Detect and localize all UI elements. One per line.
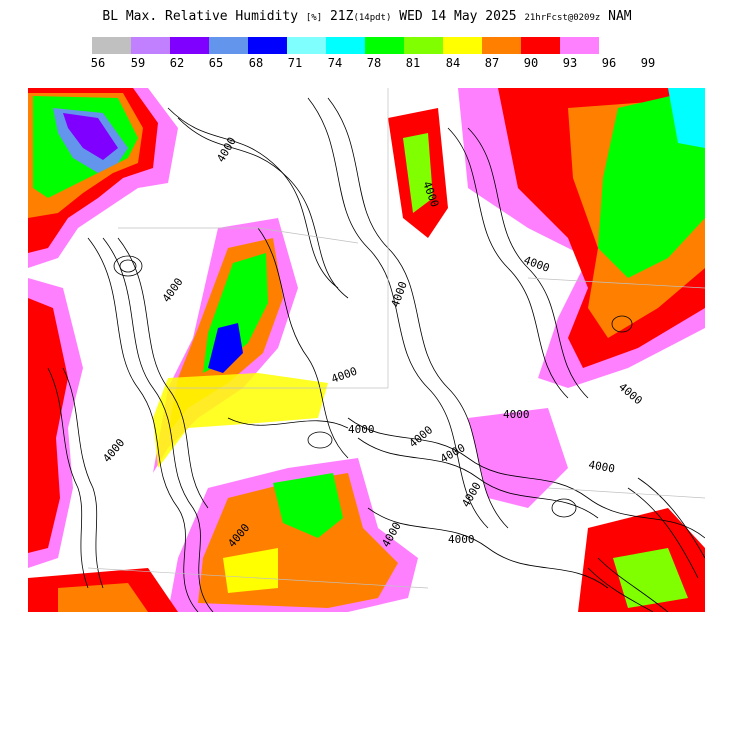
terrain-contour — [307, 97, 489, 529]
title-valid: 21Z — [329, 9, 354, 24]
rh-area-southeast-green — [613, 548, 688, 608]
legend-tick-label: 81 — [405, 56, 421, 70]
terrain-contour — [467, 127, 589, 399]
legend-tick-label: 84 — [445, 56, 461, 70]
legend-swatch — [92, 37, 131, 54]
legend-tick-label: 68 — [248, 56, 264, 70]
terrain-contour — [307, 431, 333, 449]
title-local: (14pdt) — [353, 13, 392, 23]
terrain-contour — [62, 367, 104, 589]
humidity-map: 4000 4000 4000 4000 4000 4000 4000 4000 4000 4000… — [28, 88, 705, 612]
rh-area-central-blue — [208, 323, 243, 373]
contour-label: 4000 — [587, 458, 615, 475]
contour-label: 4000 — [503, 408, 530, 421]
legend-swatch — [326, 37, 365, 54]
title-main: BL Max. Relative Humidity — [102, 9, 299, 24]
terrain-contour — [347, 417, 705, 539]
title-forecast: 21hrFcst@0209z — [524, 13, 601, 23]
legend-tick-label: 96 — [601, 56, 617, 70]
rh-area-band — [153, 373, 328, 468]
legend-tick-label: 87 — [484, 56, 500, 70]
legend-tick-label: 62 — [169, 56, 185, 70]
contour-label: 4000 — [448, 533, 475, 546]
terrain-contour — [367, 507, 609, 589]
legend-tick-label: 78 — [366, 56, 382, 70]
legend-swatch — [404, 37, 443, 54]
legend-tick-labels: 56 59 62 65 68 71 74 78 81 84 87 90 93 96 99 — [0, 56, 734, 70]
contour-label: 4000 — [348, 423, 375, 436]
title-units: [%] — [305, 13, 323, 23]
legend-swatch — [170, 37, 209, 54]
color-legend — [92, 37, 599, 54]
rh-area-southwest-orange — [58, 583, 148, 612]
rh-area-east-center — [468, 408, 568, 508]
terrain-contour — [327, 97, 509, 529]
legend-swatch — [521, 37, 560, 54]
terrain-contour — [257, 227, 349, 459]
terrain-contour — [119, 259, 137, 273]
legend-swatch — [443, 37, 482, 54]
legend-swatch — [209, 37, 248, 54]
terrain-contour — [113, 255, 143, 277]
state-border — [87, 567, 429, 589]
terrain-contour — [627, 477, 705, 579]
terrain-contour — [117, 237, 209, 509]
terrain-contour-layer — [47, 97, 705, 612]
legend-swatch — [560, 37, 599, 54]
title-date: WED 14 May 2025 — [399, 9, 517, 24]
state-border — [547, 487, 705, 499]
legend-swatch — [287, 37, 326, 54]
rh-area-northeast-cyan — [668, 88, 705, 148]
terrain-contour — [611, 315, 633, 333]
legend-swatch — [482, 37, 521, 54]
legend-tick-label: 71 — [287, 56, 303, 70]
terrain-contour — [447, 127, 569, 399]
terrain-contour — [227, 417, 349, 429]
legend-tick-label: 65 — [208, 56, 224, 70]
legend-tick-label: 90 — [523, 56, 539, 70]
legend-swatch — [248, 37, 287, 54]
rh-area-south-yellow — [223, 548, 278, 593]
legend-tick-label: 74 — [327, 56, 343, 70]
terrain-contour — [357, 437, 599, 519]
legend-swatch — [365, 37, 404, 54]
state-border — [527, 277, 705, 289]
chart-title: BL Max. Relative Humidity [%] 21Z(14pdt)… — [0, 9, 734, 24]
terrain-contour — [102, 237, 214, 612]
rh-area-south-green — [273, 473, 343, 538]
rh-area-northwest-purple — [63, 113, 118, 160]
legend-swatch — [131, 37, 170, 54]
terrain-contour — [551, 498, 577, 518]
humidity-fill-layer — [28, 88, 705, 612]
terrain-contour — [177, 117, 349, 299]
terrain-contour — [47, 367, 89, 589]
legend-tick-label: 99 — [640, 56, 656, 70]
terrain-contour — [167, 107, 339, 289]
title-model: NAM — [608, 9, 632, 24]
terrain-contour — [87, 237, 199, 612]
rh-area-coast-red — [28, 298, 68, 553]
legend-tick-label: 93 — [562, 56, 578, 70]
state-border — [118, 227, 359, 244]
state-borders — [87, 88, 705, 589]
legend-tick-label: 59 — [130, 56, 146, 70]
legend-tick-label: 56 — [90, 56, 106, 70]
rh-area-north-center-green — [403, 133, 433, 213]
terrain-contour — [587, 557, 669, 612]
